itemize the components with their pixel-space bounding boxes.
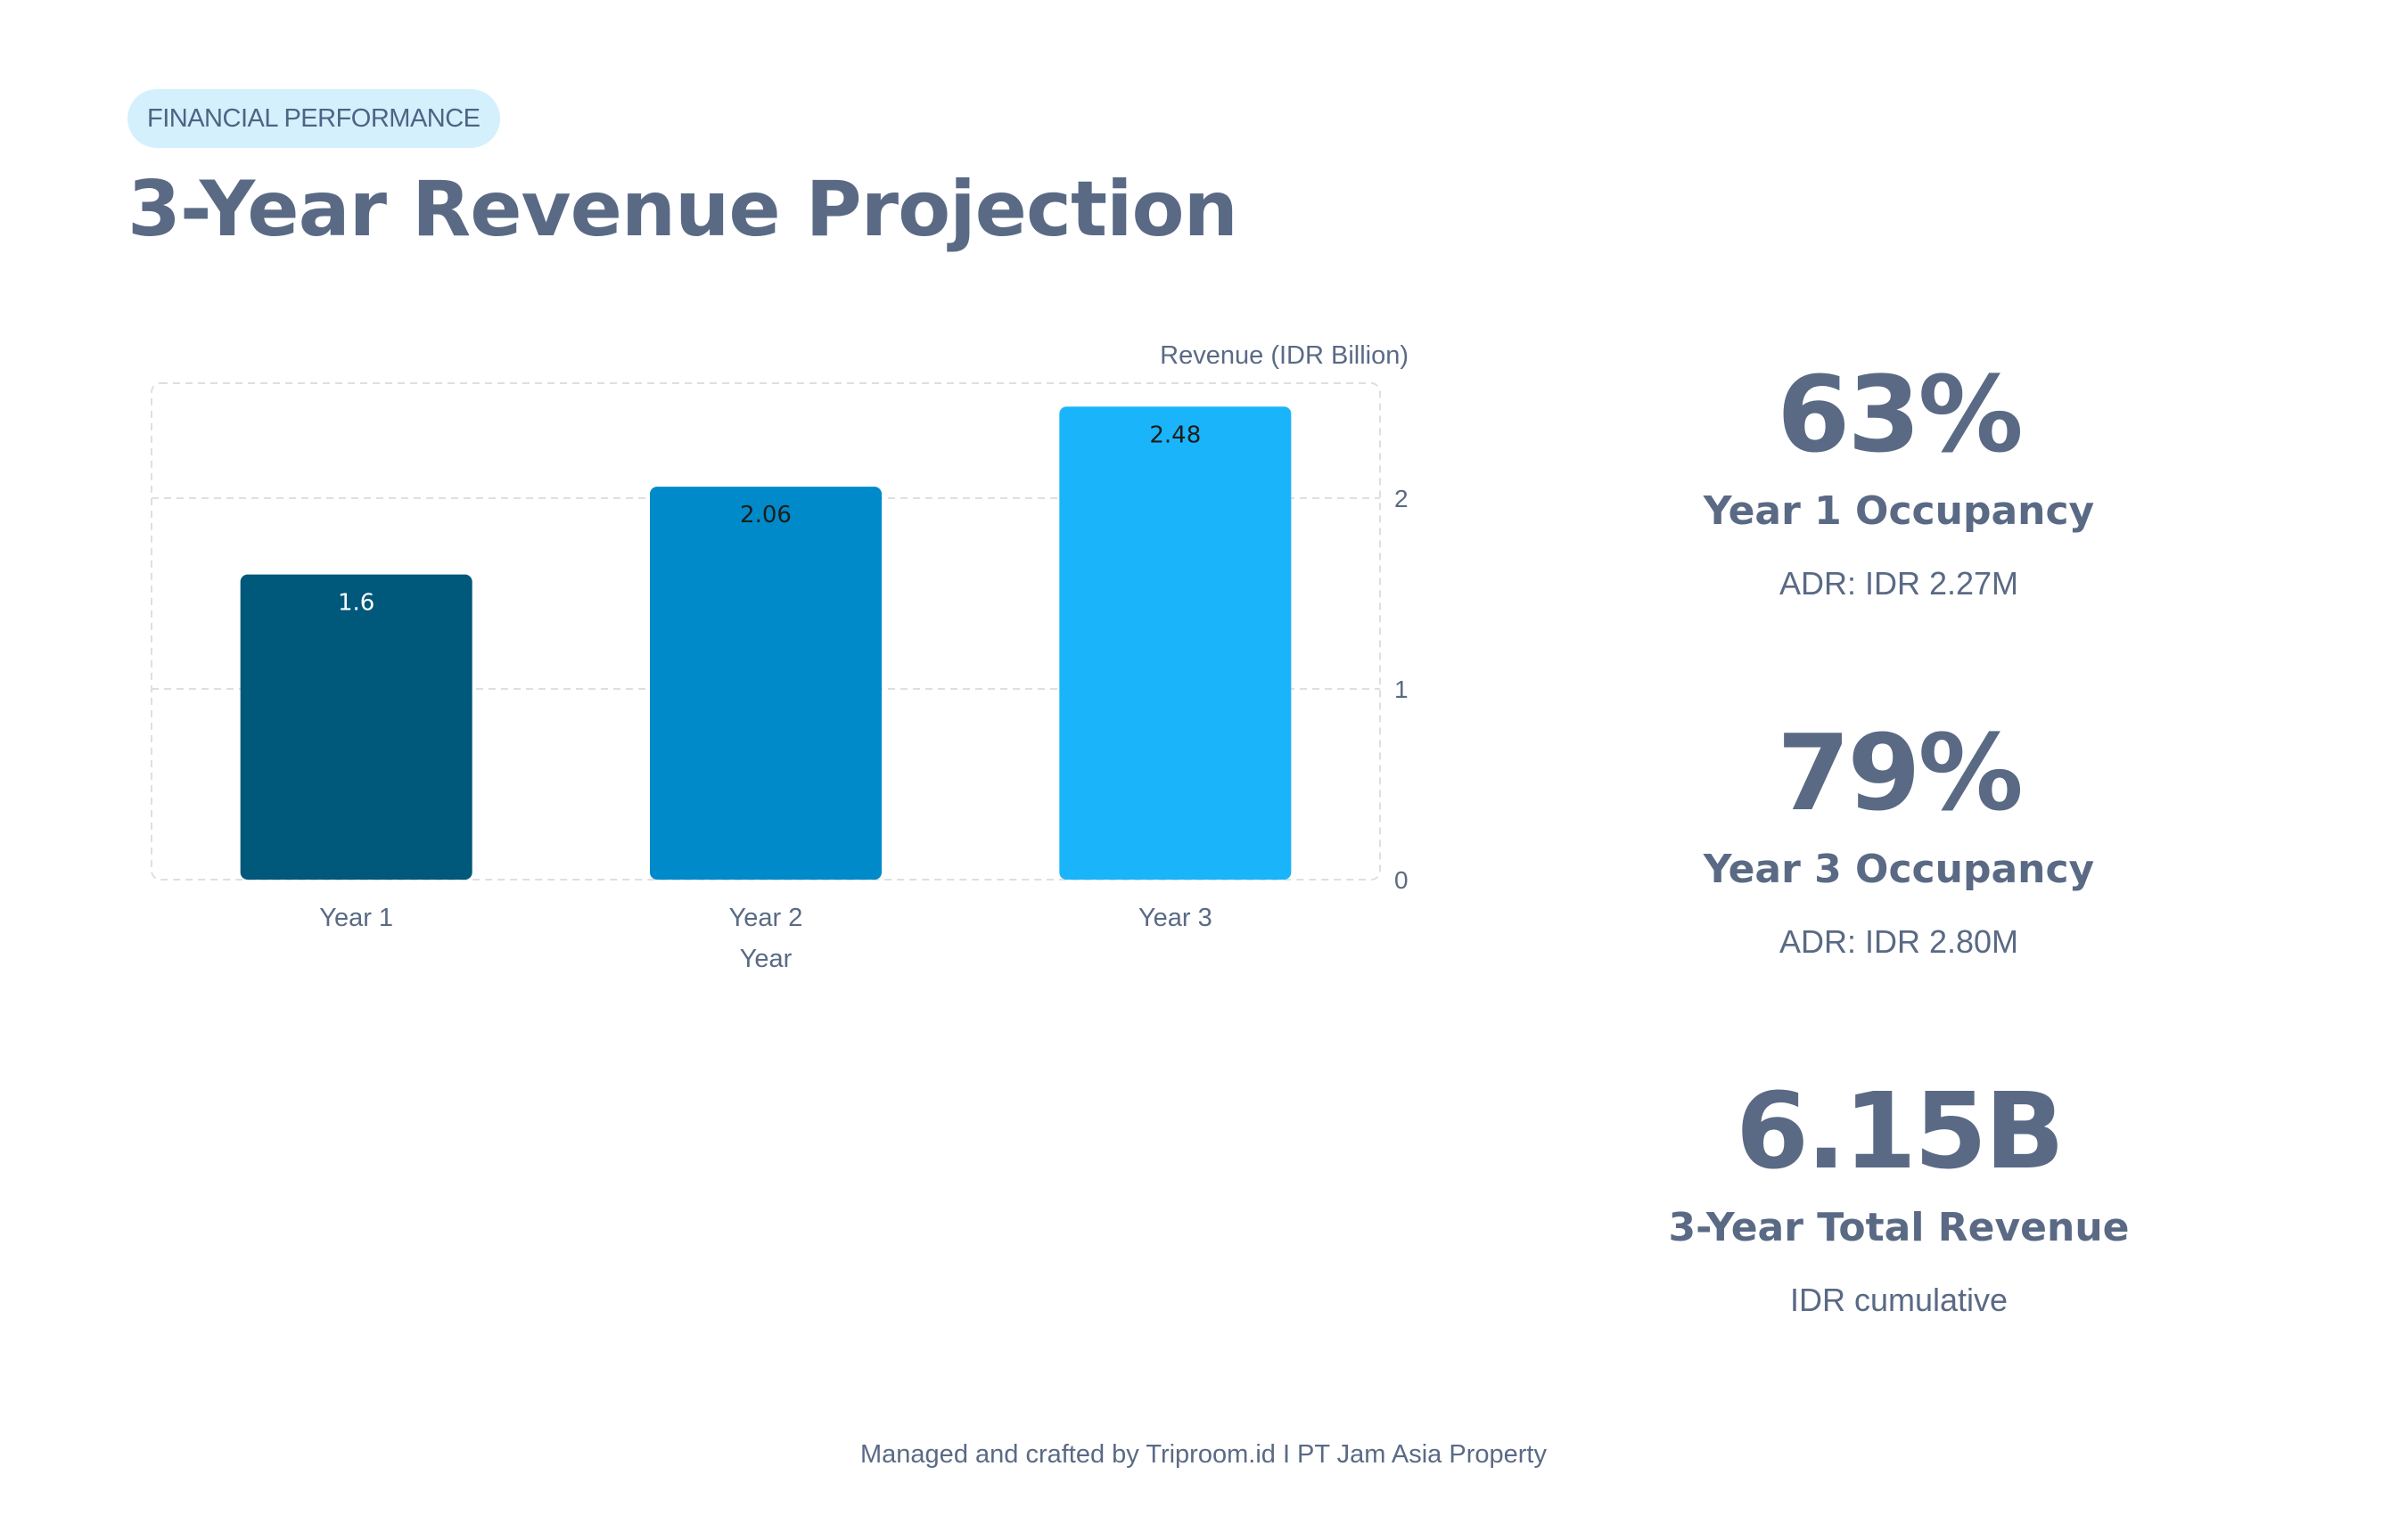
stat-sub: IDR cumulative bbox=[1789, 1282, 2009, 1318]
bar-year-1 bbox=[240, 574, 472, 880]
section-tag: FINANCIAL PERFORMANCE bbox=[127, 89, 500, 148]
x-tick-label: Year 1 bbox=[319, 904, 393, 932]
bar-data-label: 1.6 bbox=[338, 590, 374, 617]
stat-value: 6.15B bbox=[1735, 1069, 2065, 1192]
page-title: 3-Year Revenue Projection bbox=[127, 165, 1238, 254]
stat-value: 79% bbox=[1777, 711, 2023, 834]
x-tick-label: Year 2 bbox=[729, 904, 803, 932]
y-tick-label: 1 bbox=[1394, 676, 1409, 703]
stat-label: 3-Year Total Revenue bbox=[1668, 1205, 2130, 1250]
footer-credit: Managed and crafted by Triproom.id I PT … bbox=[860, 1440, 1547, 1469]
x-axis-title: Year bbox=[740, 945, 793, 973]
y-axis-title: Revenue (IDR Billion) bbox=[1160, 341, 1409, 370]
stat-sub: ADR: IDR 2.80M bbox=[1779, 923, 2019, 960]
stat-label: Year 3 Occupancy bbox=[1703, 847, 2095, 892]
y-tick-label: 0 bbox=[1394, 866, 1409, 894]
bar-year-3 bbox=[1059, 406, 1292, 880]
bar-data-label: 2.48 bbox=[1149, 422, 1201, 448]
y-tick-label: 2 bbox=[1394, 485, 1409, 512]
stat-value: 63% bbox=[1777, 353, 2023, 476]
stat-label: Year 1 Occupancy bbox=[1703, 488, 2095, 534]
stat-year3-occupancy: 79% Year 3 Occupancy ADR: IDR 2.80M bbox=[1605, 715, 2193, 962]
bar-year-2 bbox=[650, 487, 882, 880]
stat-sub: ADR: IDR 2.27M bbox=[1779, 565, 2019, 602]
bar-data-label: 2.06 bbox=[740, 502, 792, 528]
stat-year1-occupancy: 63% Year 1 Occupancy ADR: IDR 2.27M bbox=[1605, 356, 2193, 604]
stat-total-revenue: 6.15B 3-Year Total Revenue IDR cumulativ… bbox=[1605, 1073, 2193, 1321]
x-tick-label: Year 3 bbox=[1138, 904, 1212, 932]
